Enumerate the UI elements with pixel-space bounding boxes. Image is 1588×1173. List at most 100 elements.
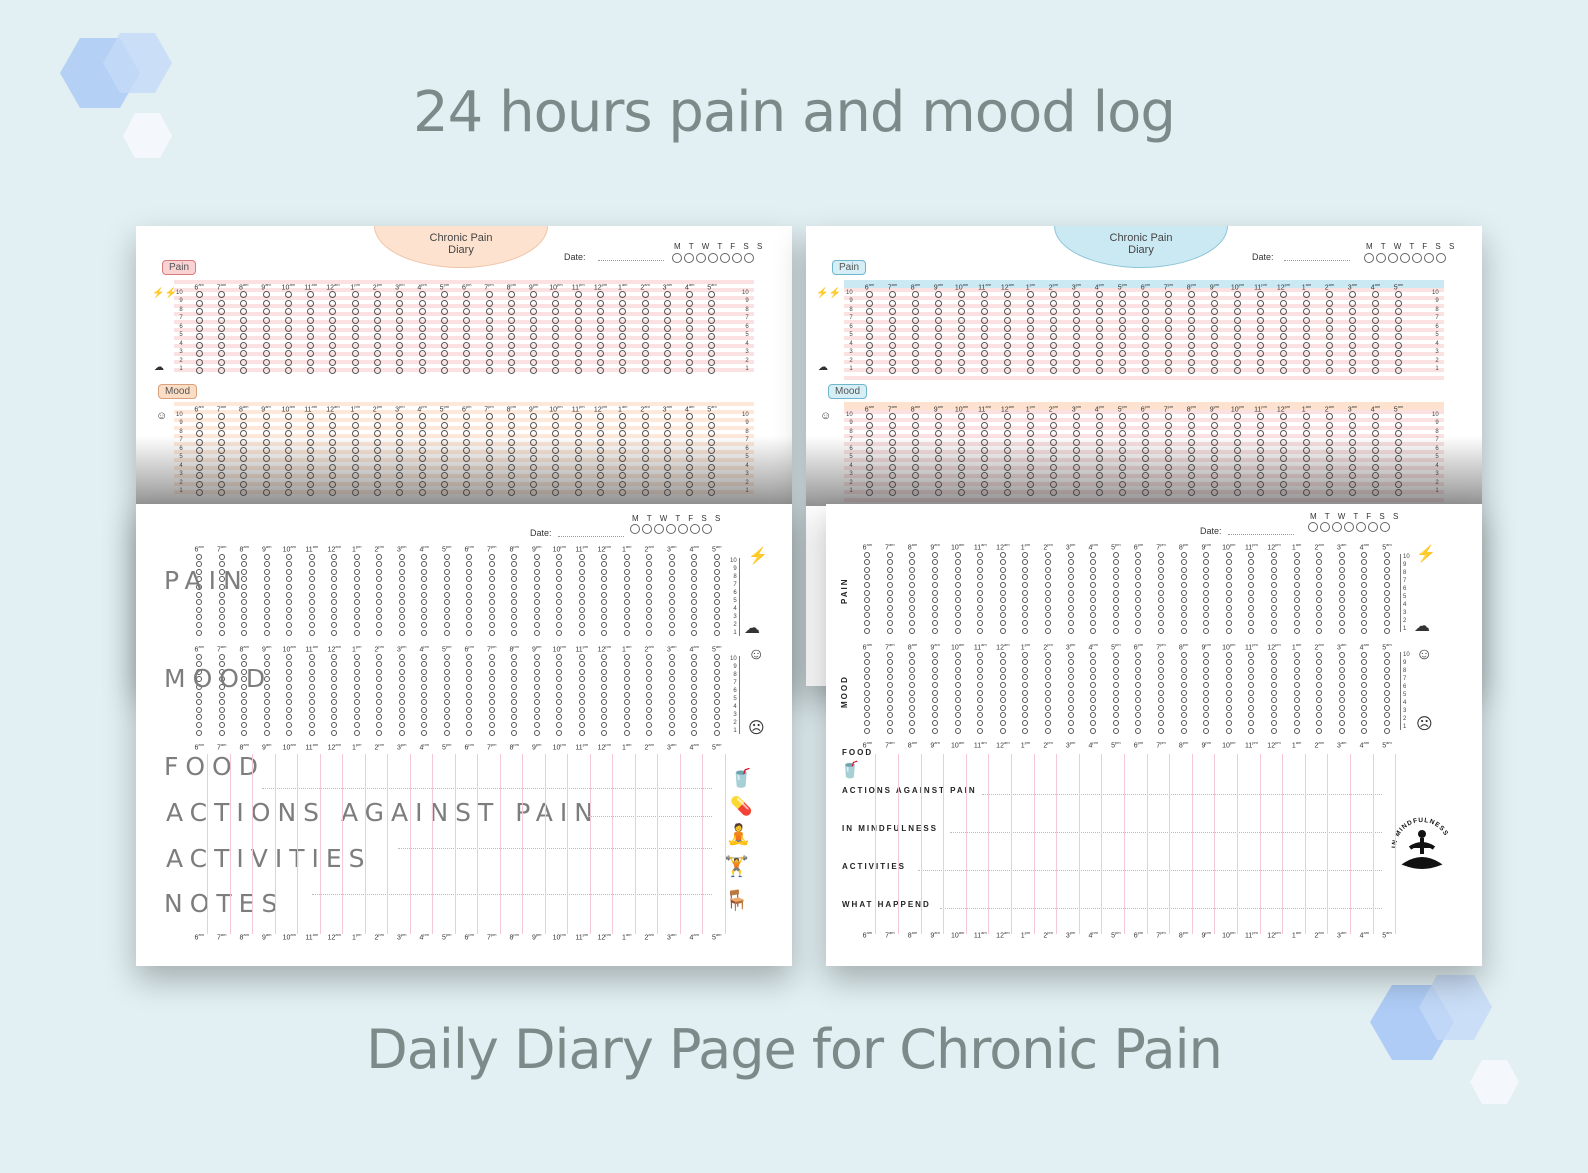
rating-circle[interactable] (1135, 627, 1142, 634)
rating-circle[interactable] (1096, 324, 1103, 332)
rating-circle[interactable] (440, 299, 448, 307)
rating-circle[interactable] (1180, 712, 1187, 719)
rating-circle[interactable] (1165, 350, 1172, 358)
rating-circle[interactable] (708, 341, 716, 349)
rating-circle[interactable] (954, 697, 961, 704)
rating-circle[interactable] (1135, 619, 1142, 626)
rating-circle[interactable] (686, 299, 694, 307)
rating-circle[interactable] (1234, 421, 1241, 429)
rating-circle[interactable] (376, 653, 383, 660)
rating-circle[interactable] (286, 661, 293, 668)
rating-circle[interactable] (1090, 659, 1097, 666)
rating-circle[interactable] (485, 316, 493, 324)
rating-circle[interactable] (1112, 566, 1119, 573)
rating-circle[interactable] (241, 561, 248, 568)
rating-circle[interactable] (1361, 559, 1368, 566)
rating-circle[interactable] (1338, 681, 1345, 688)
rating-circle[interactable] (1349, 308, 1356, 316)
rating-circle[interactable] (623, 661, 630, 668)
rating-circle[interactable] (886, 581, 893, 588)
rating-circle[interactable] (1338, 597, 1345, 604)
rating-circle[interactable] (286, 721, 293, 728)
rating-circle[interactable] (443, 599, 450, 606)
rating-circle[interactable] (398, 614, 405, 621)
rating-circle[interactable] (286, 568, 293, 575)
rating-circle[interactable] (1372, 421, 1379, 429)
rating-circle[interactable] (1050, 333, 1057, 341)
rating-circle[interactable] (574, 291, 582, 299)
rating-circle[interactable] (240, 350, 248, 358)
rating-circle[interactable] (1135, 681, 1142, 688)
rating-circle[interactable] (1050, 413, 1057, 421)
rating-circle[interactable] (864, 727, 871, 734)
rating-circle[interactable] (331, 591, 338, 598)
rating-circle[interactable] (977, 566, 984, 573)
rating-circle[interactable] (909, 727, 916, 734)
rating-circle[interactable] (1303, 350, 1310, 358)
rating-circle[interactable] (578, 621, 585, 628)
rating-circle[interactable] (1022, 689, 1029, 696)
rating-circle[interactable] (329, 299, 337, 307)
rating-circle[interactable] (1142, 291, 1149, 299)
rating-circle[interactable] (418, 341, 426, 349)
rating-circle[interactable] (218, 583, 225, 590)
rating-circle[interactable] (646, 721, 653, 728)
rating-circle[interactable] (1045, 574, 1052, 581)
rating-circle[interactable] (331, 621, 338, 628)
rating-circle[interactable] (463, 350, 471, 358)
rating-circle[interactable] (1270, 589, 1277, 596)
rating-circle[interactable] (507, 366, 515, 374)
rating-circle[interactable] (263, 561, 270, 568)
rating-circle[interactable] (374, 413, 382, 421)
rating-circle[interactable] (262, 341, 270, 349)
rating-circle[interactable] (556, 576, 563, 583)
rating-circle[interactable] (308, 721, 315, 728)
rating-circle[interactable] (713, 576, 720, 583)
rating-circle[interactable] (1090, 689, 1097, 696)
rating-circle[interactable] (1248, 727, 1255, 734)
rating-circle[interactable] (1248, 704, 1255, 711)
rating-circle[interactable] (1067, 651, 1074, 658)
rating-circle[interactable] (1225, 727, 1232, 734)
rating-circle[interactable] (889, 291, 896, 299)
rating-circle[interactable] (1112, 689, 1119, 696)
rating-circle[interactable] (713, 561, 720, 568)
rating-circle[interactable] (641, 421, 649, 429)
rating-circle[interactable] (619, 413, 627, 421)
rating-circle[interactable] (507, 350, 515, 358)
rating-circle[interactable] (1248, 589, 1255, 596)
rating-circle[interactable] (351, 316, 359, 324)
rating-circle[interactable] (999, 604, 1006, 611)
rating-circle[interactable] (663, 324, 671, 332)
rating-circle[interactable] (977, 697, 984, 704)
rating-circle[interactable] (511, 706, 518, 713)
rating-circle[interactable] (1180, 589, 1187, 596)
rating-circle[interactable] (596, 366, 604, 374)
rating-circle[interactable] (284, 421, 292, 429)
rating-circle[interactable] (1349, 333, 1356, 341)
rating-circle[interactable] (954, 666, 961, 673)
rating-circle[interactable] (866, 333, 873, 341)
rating-circle[interactable] (1270, 704, 1277, 711)
rating-circle[interactable] (1338, 674, 1345, 681)
rating-circle[interactable] (217, 366, 225, 374)
rating-circle[interactable] (1280, 413, 1287, 421)
rating-circle[interactable] (488, 714, 495, 721)
rating-circle[interactable] (1158, 681, 1165, 688)
rating-circle[interactable] (195, 316, 203, 324)
rating-circle[interactable] (1270, 619, 1277, 626)
pain-grid-br[interactable]: 6am 7am 8am 9am 10am 11am 12am 1pm 2pm 3pm 4pm 5pm 6… (856, 540, 1398, 634)
rating-circle[interactable] (578, 691, 585, 698)
rating-circle[interactable] (1022, 604, 1029, 611)
rating-circle[interactable] (263, 661, 270, 668)
rating-circle[interactable] (1022, 704, 1029, 711)
rating-circle[interactable] (1234, 291, 1241, 299)
rating-circle[interactable] (552, 316, 560, 324)
rating-circle[interactable] (218, 629, 225, 636)
rating-circle[interactable] (1316, 727, 1323, 734)
rating-circle[interactable] (329, 366, 337, 374)
rating-circle[interactable] (1135, 651, 1142, 658)
rating-circle[interactable] (866, 324, 873, 332)
rating-circle[interactable] (530, 299, 538, 307)
rating-circle[interactable] (196, 676, 203, 683)
